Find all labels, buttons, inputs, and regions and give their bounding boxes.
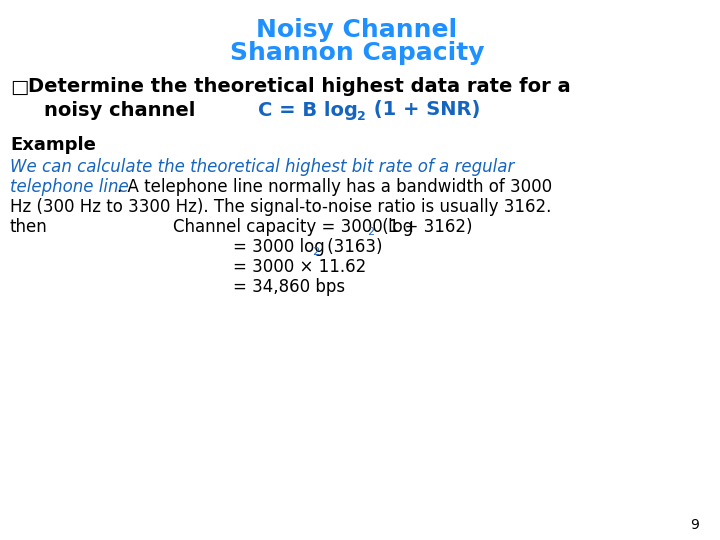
- Text: (1 + 3162): (1 + 3162): [377, 218, 472, 236]
- Text: then: then: [10, 218, 48, 236]
- Text: noisy channel: noisy channel: [44, 100, 195, 119]
- Text: We can calculate the theoretical highest bit rate of a regular: We can calculate the theoretical highest…: [10, 158, 514, 176]
- Text: 2: 2: [312, 247, 320, 257]
- Text: = 34,860 bps: = 34,860 bps: [233, 278, 345, 296]
- Text: . A telephone line normally has a bandwidth of 3000: . A telephone line normally has a bandwi…: [117, 178, 552, 196]
- Text: □: □: [10, 78, 28, 97]
- Text: Shannon Capacity: Shannon Capacity: [230, 41, 484, 65]
- Text: = 3000 × 11.62: = 3000 × 11.62: [233, 258, 366, 276]
- Text: Channel capacity = 3000 log: Channel capacity = 3000 log: [174, 218, 414, 236]
- Text: 9: 9: [690, 518, 699, 532]
- Text: (1 + SNR): (1 + SNR): [366, 100, 480, 119]
- Text: Determine the theoretical highest data rate for a: Determine the theoretical highest data r…: [28, 78, 570, 97]
- Text: (3163): (3163): [322, 238, 382, 256]
- Text: Hz (300 Hz to 3300 Hz). The signal-to-noise ratio is usually 3162.: Hz (300 Hz to 3300 Hz). The signal-to-no…: [10, 198, 552, 216]
- Text: = 3000 log: = 3000 log: [233, 238, 325, 256]
- Text: Noisy Channel: Noisy Channel: [256, 18, 457, 42]
- Text: 2: 2: [366, 227, 374, 237]
- Text: 2: 2: [357, 110, 366, 123]
- Text: telephone line: telephone line: [10, 178, 129, 196]
- Text: Example: Example: [10, 136, 96, 154]
- Text: C = B log: C = B log: [258, 100, 358, 119]
